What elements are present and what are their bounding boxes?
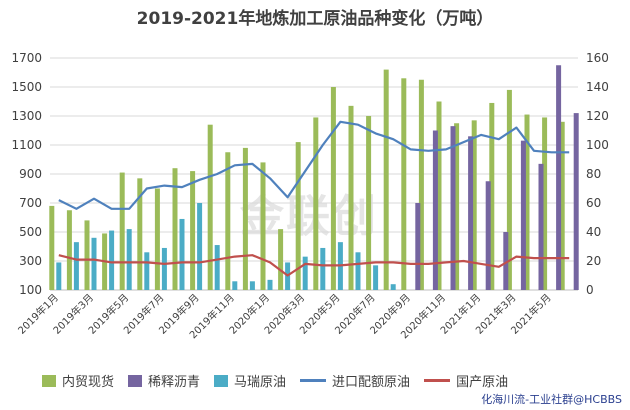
right-axis-tick-label: 20 — [586, 254, 601, 268]
bar-2-14 — [302, 256, 308, 290]
bar-0-6 — [154, 188, 160, 290]
bar-0-28 — [542, 117, 548, 290]
bar-0-0 — [49, 205, 55, 290]
bar-0-20 — [401, 78, 407, 290]
bar-0-21 — [418, 79, 424, 290]
bar-2-9 — [214, 245, 220, 290]
bar-2-12 — [267, 279, 273, 290]
right-axis-tick-label: 60 — [586, 196, 601, 210]
bar-2-10 — [232, 281, 238, 290]
bar-1-29 — [573, 113, 579, 290]
chart-title: 2019-2021年地炼加工原油品种变化（万吨） — [136, 9, 494, 29]
bar-0-23 — [454, 123, 460, 290]
line-series-1 — [58, 254, 570, 277]
bar-0-7 — [172, 168, 178, 290]
right-axis-tick-label: 100 — [586, 138, 609, 152]
bar-1-27 — [538, 163, 544, 290]
bar-0-1 — [66, 210, 72, 290]
bar-0-24 — [471, 120, 477, 290]
bar-2-19 — [390, 284, 396, 290]
bar-1-20 — [415, 203, 421, 290]
left-axis-tick-label: 1100 — [11, 138, 42, 152]
bar-2-6 — [161, 247, 167, 290]
right-axis-tick-label: 140 — [586, 80, 609, 94]
left-axis-tick-label: 500 — [19, 225, 42, 239]
bar-0-19 — [383, 69, 389, 290]
bar-2-4 — [126, 229, 132, 290]
legend-swatch — [300, 379, 327, 382]
bar-0-29 — [559, 121, 565, 290]
legend-label: 马瑞原油 — [234, 375, 287, 390]
legend-label: 稀释沥青 — [148, 375, 201, 390]
bar-0-14 — [295, 142, 301, 290]
bar-0-18 — [366, 116, 372, 290]
right-axis-tick-label: 40 — [586, 225, 601, 239]
left-axis-tick-label: 1300 — [11, 109, 42, 123]
bar-0-8 — [190, 171, 196, 290]
legend-item-4: 国产原油 — [424, 371, 508, 390]
bar-0-27 — [524, 114, 530, 290]
bar-0-26 — [506, 89, 512, 291]
bar-0-25 — [489, 102, 495, 290]
bar-2-7 — [179, 218, 185, 290]
legend-item-0: 内贸现货 — [42, 371, 114, 390]
right-axis-tick-label: 160 — [586, 51, 609, 65]
bar-0-13 — [278, 229, 284, 290]
bar-2-18 — [373, 265, 379, 290]
source-credit: 化海川流-工业社群@HCBBS — [481, 393, 622, 406]
legend-item-2: 马瑞原油 — [214, 371, 286, 390]
bar-0-9 — [207, 124, 213, 290]
left-axis-tick-label: 100 — [19, 283, 42, 297]
bar-0-2 — [84, 220, 90, 290]
bar-0-17 — [348, 105, 354, 290]
bar-0-4 — [119, 172, 125, 290]
legend-item-1: 稀释沥青 — [128, 371, 200, 390]
bar-2-8 — [197, 203, 203, 290]
line-series-0 — [58, 120, 570, 210]
bar-2-2 — [91, 237, 97, 290]
bar-1-24 — [485, 181, 491, 290]
left-axis-tick-label: 1700 — [11, 51, 42, 65]
right-axis-tick-label: 120 — [586, 109, 609, 123]
bar-1-21 — [432, 130, 438, 290]
legend-item-3: 进口配额原油 — [300, 371, 410, 390]
legend-label: 内贸现货 — [62, 375, 115, 390]
legend-swatch — [128, 374, 143, 387]
bar-2-17 — [355, 252, 361, 290]
bar-1-23 — [468, 136, 474, 290]
left-axis-tick-label: 1500 — [11, 80, 42, 94]
bar-2-3 — [109, 230, 115, 290]
bar-2-11 — [249, 281, 255, 290]
left-axis-tick-label: 700 — [19, 196, 42, 210]
bar-1-26 — [520, 140, 526, 290]
bar-0-22 — [436, 101, 442, 290]
bar-0-10 — [225, 152, 231, 290]
right-axis-tick-label: 80 — [586, 167, 601, 181]
chart-legend: 内贸现货 稀释沥青 马瑞原油 进口配额原油 国产原油 — [42, 371, 508, 390]
bar-2-15 — [320, 247, 326, 290]
left-axis-tick-label: 300 — [19, 254, 42, 268]
bar-2-0 — [56, 262, 62, 290]
legend-label: 国产原油 — [456, 375, 509, 390]
bar-1-25 — [503, 232, 509, 290]
legend-swatch — [214, 374, 229, 387]
legend-label: 进口配额原油 — [332, 375, 411, 390]
bar-0-11 — [242, 147, 248, 290]
bar-0-12 — [260, 162, 266, 290]
bar-2-1 — [73, 242, 79, 290]
legend-swatch — [42, 374, 56, 387]
legend-swatch — [424, 379, 451, 382]
left-axis-tick-label: 900 — [19, 167, 42, 181]
bar-0-15 — [313, 117, 319, 290]
bar-0-16 — [330, 87, 336, 290]
bar-2-5 — [144, 252, 150, 290]
bar-0-5 — [137, 178, 143, 290]
bar-1-22 — [450, 126, 456, 291]
right-axis-tick-label: 0 — [586, 283, 594, 297]
bar-1-28 — [556, 65, 562, 290]
